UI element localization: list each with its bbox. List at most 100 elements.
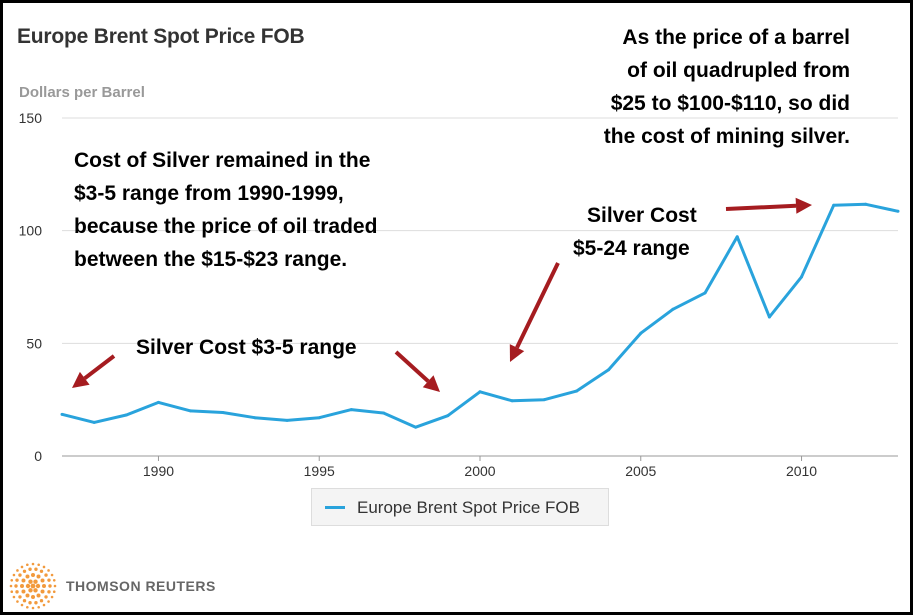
arrow-shaft (725, 203, 797, 211)
data-point[interactable] (510, 399, 514, 403)
logo-dot (28, 567, 32, 571)
logo-dot (42, 603, 46, 607)
logo-dot (33, 588, 38, 593)
data-point[interactable] (896, 209, 900, 213)
annotation-line: the cost of mining silver. (603, 125, 850, 148)
logo-dot (40, 578, 45, 583)
annotation-line: As the price of a barrel (622, 26, 850, 49)
annotation-arrow (509, 262, 560, 362)
logo-dot (12, 573, 16, 577)
annotation-line: $3-5 range from 1990-1999, (74, 182, 344, 205)
logo-dot (26, 563, 29, 567)
x-tick-label: 1995 (304, 463, 335, 479)
annotation-line: Silver Cost (587, 204, 697, 227)
annotation-line: because the price of oil traded (74, 215, 378, 238)
logo-dot (53, 584, 57, 588)
x-tick-label: 2000 (464, 463, 495, 479)
logo-dot (26, 605, 29, 609)
data-point[interactable] (92, 420, 96, 424)
data-point[interactable] (446, 414, 450, 418)
data-point[interactable] (607, 368, 611, 372)
data-point[interactable] (221, 411, 225, 415)
data-point[interactable] (832, 203, 836, 207)
arrow-head (795, 197, 812, 214)
logo-dot (35, 583, 41, 589)
annotation-line: between the $15-$23 range. (74, 248, 348, 271)
chart-title: Europe Brent Spot Price FOB (17, 25, 305, 48)
annotation-silver-cost-5-24: Silver Cost $5-24 range (573, 199, 733, 265)
data-point[interactable] (189, 409, 193, 413)
logo-dot (10, 590, 14, 593)
logo-dot (16, 569, 19, 572)
arrow-head (509, 344, 525, 362)
logo-dot (20, 565, 24, 569)
data-point[interactable] (767, 315, 771, 319)
logo-dot (10, 579, 14, 582)
arrow-head (422, 375, 440, 392)
annotation-silver-cost-1990s: Cost of Silver remained in the $3-5 rang… (74, 144, 434, 276)
data-point[interactable] (156, 400, 160, 404)
logo-dot (40, 589, 45, 594)
logo-dot (31, 595, 35, 599)
annotation-arrow (72, 354, 116, 388)
data-point[interactable] (639, 331, 643, 335)
logo-dot (15, 578, 19, 582)
logo-dot (37, 605, 40, 609)
logo-dot (48, 584, 52, 588)
data-point[interactable] (735, 235, 739, 239)
logo-dot (44, 573, 48, 577)
data-point[interactable] (671, 307, 675, 311)
logo-dot (28, 579, 33, 584)
logo-dot (52, 579, 56, 582)
logo-dot (18, 573, 22, 577)
data-point[interactable] (414, 425, 418, 429)
arrow-shaft (515, 262, 560, 349)
logo-dot (21, 589, 26, 594)
data-point[interactable] (349, 408, 353, 412)
data-point[interactable] (864, 202, 868, 206)
arrow-shaft (394, 350, 430, 383)
data-point[interactable] (703, 291, 707, 295)
logo-dot (31, 562, 35, 566)
y-tick-label: 100 (19, 223, 43, 239)
data-point[interactable] (542, 398, 546, 402)
legend-label: Europe Brent Spot Price FOB (357, 498, 580, 517)
data-point[interactable] (574, 389, 578, 393)
y-tick-label: 50 (26, 335, 42, 351)
data-point[interactable] (60, 412, 64, 416)
legend[interactable]: Europe Brent Spot Price FOB (311, 488, 609, 526)
logo-dot (44, 595, 48, 599)
logo-dot (25, 574, 30, 579)
logo-dot (14, 584, 18, 588)
legend-swatch (325, 506, 345, 509)
logo-dot (20, 584, 24, 588)
logo-dot (42, 565, 46, 569)
x-tick-labels: 1990 1995 2000 2005 2010 (143, 463, 817, 479)
data-point[interactable] (285, 418, 289, 422)
logo-dot (31, 573, 35, 577)
logo-dot (50, 595, 54, 599)
arrow-head (72, 371, 90, 388)
logo-dot (22, 599, 27, 603)
data-point[interactable] (124, 413, 128, 417)
series-layer (60, 202, 900, 429)
data-point[interactable] (317, 416, 321, 420)
data-point[interactable] (382, 411, 386, 415)
annotation-arrows (72, 197, 812, 392)
data-point[interactable] (478, 390, 482, 394)
logo-dot (34, 601, 38, 605)
logo-dot (39, 569, 44, 573)
brand-name: THOMSON REUTERS (66, 578, 216, 594)
data-point[interactable] (800, 275, 804, 279)
logo-dot (22, 569, 27, 573)
logo-dot (30, 583, 36, 589)
logo-dot (15, 590, 19, 594)
logo-dot (47, 578, 51, 582)
data-point[interactable] (253, 416, 257, 420)
logo-dot (42, 584, 46, 588)
logo-dot (37, 563, 40, 567)
y-axis-label: Dollars per Barrel (19, 84, 145, 101)
annotation-line: of oil quadrupled from (627, 59, 850, 82)
logo-dot (12, 595, 16, 599)
logo-dot (33, 579, 38, 584)
